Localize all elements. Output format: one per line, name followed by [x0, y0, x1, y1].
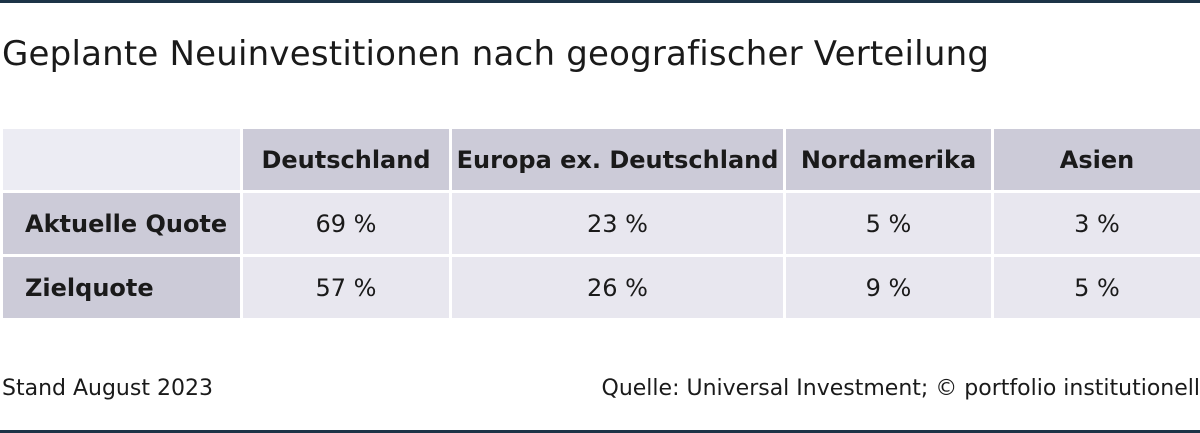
data-cell: 9 % [783, 254, 994, 321]
data-cell: 69 % [240, 190, 452, 257]
date-note: Stand August 2023 [2, 376, 213, 401]
source-note: Quelle: Universal Investment; © portfoli… [601, 376, 1200, 401]
data-cell: 57 % [240, 254, 452, 321]
chart-title: Geplante Neuinvestitionen nach geografis… [2, 34, 990, 74]
header-corner [0, 126, 243, 193]
top-rule [0, 0, 1200, 3]
data-cell: 5 % [991, 254, 1200, 321]
row-label: Aktuelle Quote [0, 190, 243, 257]
column-header: Europa ex. Deutschland [449, 126, 786, 193]
table-row: Aktuelle Quote 69 % 23 % 5 % 3 % [0, 190, 1200, 257]
column-header: Asien [991, 126, 1200, 193]
header-row: Deutschland Europa ex. Deutschland Norda… [0, 126, 1200, 193]
data-table: Deutschland Europa ex. Deutschland Norda… [0, 126, 1200, 321]
data-cell: 26 % [449, 254, 786, 321]
data-cell: 5 % [783, 190, 994, 257]
row-label: Zielquote [0, 254, 243, 321]
data-cell: 23 % [449, 190, 786, 257]
column-header: Nordamerika [783, 126, 994, 193]
data-cell: 3 % [991, 190, 1200, 257]
column-header: Deutschland [240, 126, 452, 193]
table-row: Zielquote 57 % 26 % 9 % 5 % [0, 254, 1200, 321]
bottom-rule [0, 430, 1200, 433]
